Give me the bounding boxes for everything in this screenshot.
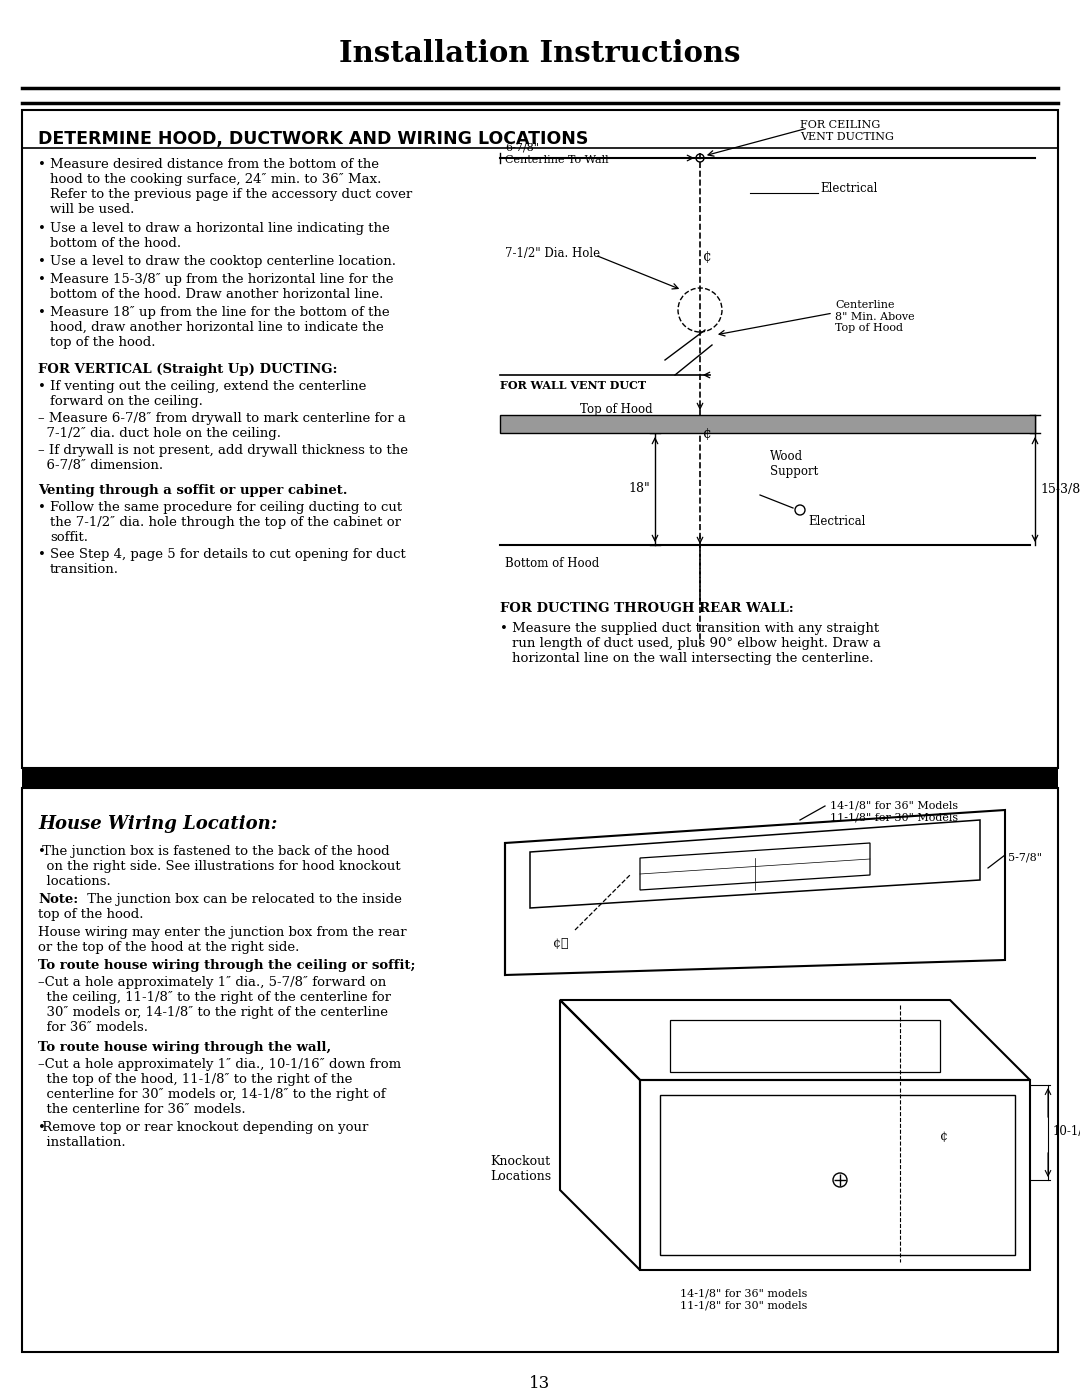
Text: Bottom of Hood: Bottom of Hood: [505, 557, 599, 570]
Text: •: •: [38, 1120, 45, 1134]
Text: The junction box can be relocated to the inside: The junction box can be relocated to the…: [83, 893, 402, 907]
Text: will be used.: will be used.: [50, 203, 134, 217]
Text: hood to the cooking surface, 24″ min. to 36″ Max.: hood to the cooking surface, 24″ min. to…: [50, 173, 381, 186]
Bar: [22, 110, 1058, 768]
Text: 10-1/16": 10-1/16": [1053, 1126, 1080, 1139]
Text: –Cut a hole approximately 1″ dia., 10-1/16″ down from: –Cut a hole approximately 1″ dia., 10-1/…: [38, 1058, 401, 1071]
Text: FOR CEILING
VENT DUCTING: FOR CEILING VENT DUCTING: [800, 120, 894, 141]
Text: Centerline To Wall: Centerline To Wall: [505, 155, 609, 165]
Text: Electrical: Electrical: [820, 182, 877, 196]
Text: •: •: [38, 222, 45, 235]
Text: Venting through a soffit or upper cabinet.: Venting through a soffit or upper cabine…: [38, 483, 348, 497]
Text: Installation Instructions: Installation Instructions: [339, 39, 741, 67]
Text: 30″ models or, 14-1/8″ to the right of the centerline: 30″ models or, 14-1/8″ to the right of t…: [38, 1006, 388, 1018]
Text: 6-7/8″ dimension.: 6-7/8″ dimension.: [38, 460, 163, 472]
Text: Use a level to draw a horizontal line indicating the: Use a level to draw a horizontal line in…: [50, 222, 390, 235]
Text: If venting out the ceiling, extend the centerline: If venting out the ceiling, extend the c…: [50, 380, 366, 393]
Text: 18": 18": [629, 482, 650, 496]
Text: Note:: Note:: [38, 893, 78, 907]
Text: –Cut a hole approximately 1″ dia., 5-7/8″ forward on: –Cut a hole approximately 1″ dia., 5-7/8…: [38, 977, 387, 989]
Text: for 36″ models.: for 36″ models.: [38, 1021, 148, 1034]
Text: • Measure the supplied duct transition with any straight: • Measure the supplied duct transition w…: [500, 622, 879, 636]
Bar: [500, 415, 1035, 433]
Text: •: •: [38, 502, 45, 514]
Text: installation.: installation.: [38, 1136, 125, 1148]
Text: 14-1/8" for 36" models: 14-1/8" for 36" models: [680, 1288, 808, 1298]
Text: Use a level to draw the cooktop centerline location.: Use a level to draw the cooktop centerli…: [50, 256, 396, 268]
Text: ¢: ¢: [940, 1130, 948, 1143]
Text: FOR DUCTING THROUGH REAR WALL:: FOR DUCTING THROUGH REAR WALL:: [500, 602, 794, 615]
Text: Measure 18″ up from the line for the bottom of the: Measure 18″ up from the line for the bot…: [50, 306, 390, 319]
Text: Knockout
Locations: Knockout Locations: [490, 1155, 551, 1183]
Text: Wood
Support: Wood Support: [770, 450, 819, 478]
Text: the ceiling, 11-1/8″ to the right of the centerline for: the ceiling, 11-1/8″ to the right of the…: [38, 990, 391, 1004]
Text: FOR WALL VENT DUCT: FOR WALL VENT DUCT: [500, 380, 646, 391]
Text: bottom of the hood.: bottom of the hood.: [50, 237, 181, 250]
Text: on the right side. See illustrations for hood knockout: on the right side. See illustrations for…: [38, 861, 401, 873]
Text: DETERMINE HOOD, DUCTWORK AND WIRING LOCATIONS: DETERMINE HOOD, DUCTWORK AND WIRING LOCA…: [38, 130, 589, 148]
Text: 11-1/8" for 30" Models: 11-1/8" for 30" Models: [831, 812, 958, 821]
Text: FOR VERTICAL (Straight Up) DUCTING:: FOR VERTICAL (Straight Up) DUCTING:: [38, 363, 337, 376]
Text: the top of the hood, 11-1/8″ to the right of the: the top of the hood, 11-1/8″ to the righ…: [38, 1073, 352, 1085]
Text: forward on the ceiling.: forward on the ceiling.: [50, 395, 203, 408]
Text: the centerline for 36″ models.: the centerline for 36″ models.: [38, 1104, 245, 1116]
Text: Measure 15-3/8″ up from the horizontal line for the: Measure 15-3/8″ up from the horizontal l…: [50, 272, 393, 286]
Text: 6-7/8": 6-7/8": [505, 142, 539, 154]
Text: 13: 13: [529, 1375, 551, 1391]
Text: Measure desired distance from the bottom of the: Measure desired distance from the bottom…: [50, 158, 379, 170]
Text: top of the hood.: top of the hood.: [50, 337, 156, 349]
Text: – If drywall is not present, add drywall thickness to the: – If drywall is not present, add drywall…: [38, 444, 408, 457]
Text: Centerline
8" Min. Above
Top of Hood: Centerline 8" Min. Above Top of Hood: [835, 300, 915, 334]
Text: Follow the same procedure for ceiling ducting to cut: Follow the same procedure for ceiling du…: [50, 502, 402, 514]
Text: Refer to the previous page if the accessory duct cover: Refer to the previous page if the access…: [50, 189, 413, 201]
Text: Top of Hood: Top of Hood: [580, 402, 652, 416]
Text: To route house wiring through the ceiling or soffit;: To route house wiring through the ceilin…: [38, 958, 416, 972]
Bar: [22, 768, 1058, 788]
Text: ¢: ¢: [703, 427, 712, 441]
Text: Remove top or rear knockout depending on your: Remove top or rear knockout depending on…: [38, 1120, 368, 1134]
Text: 5-7/8": 5-7/8": [1008, 852, 1042, 862]
Text: See Step 4, page 5 for details to cut opening for duct: See Step 4, page 5 for details to cut op…: [50, 548, 406, 562]
Text: ¢ℓ: ¢ℓ: [553, 937, 568, 950]
Text: •: •: [38, 306, 45, 319]
Text: top of the hood.: top of the hood.: [38, 908, 144, 921]
Text: ¢: ¢: [703, 250, 712, 264]
Text: – Measure 6-7/8″ from drywall to mark centerline for a: – Measure 6-7/8″ from drywall to mark ce…: [38, 412, 406, 425]
Text: •: •: [38, 548, 45, 562]
Text: transition.: transition.: [50, 563, 119, 576]
Text: •: •: [38, 256, 45, 268]
Text: To route house wiring through the wall,: To route house wiring through the wall,: [38, 1041, 332, 1053]
Bar: [22, 788, 1058, 1352]
Text: •: •: [38, 272, 45, 286]
Text: locations.: locations.: [38, 875, 111, 888]
Text: •: •: [38, 158, 45, 170]
Text: 15-3/8": 15-3/8": [1040, 482, 1080, 496]
Text: centerline for 30″ models or, 14-1/8″ to the right of: centerline for 30″ models or, 14-1/8″ to…: [38, 1088, 386, 1101]
Text: bottom of the hood. Draw another horizontal line.: bottom of the hood. Draw another horizon…: [50, 288, 383, 300]
Text: 7-1/2" Dia. Hole: 7-1/2" Dia. Hole: [505, 247, 600, 260]
Text: the 7-1/2″ dia. hole through the top of the cabinet or: the 7-1/2″ dia. hole through the top of …: [50, 515, 401, 529]
Text: 11-1/8" for 30" models: 11-1/8" for 30" models: [680, 1301, 808, 1310]
Text: The junction box is fastened to the back of the hood: The junction box is fastened to the back…: [38, 845, 390, 858]
Text: House wiring may enter the junction box from the rear: House wiring may enter the junction box …: [38, 926, 407, 939]
Text: horizontal line on the wall intersecting the centerline.: horizontal line on the wall intersecting…: [512, 652, 874, 665]
Text: Electrical: Electrical: [808, 515, 865, 528]
Text: 14-1/8" for 36" Models: 14-1/8" for 36" Models: [831, 800, 958, 810]
Text: hood, draw another horizontal line to indicate the: hood, draw another horizontal line to in…: [50, 321, 383, 334]
Text: •: •: [38, 380, 45, 393]
Text: House Wiring Location:: House Wiring Location:: [38, 814, 278, 833]
Text: run length of duct used, plus 90° elbow height. Draw a: run length of duct used, plus 90° elbow …: [512, 637, 881, 650]
Text: soffit.: soffit.: [50, 531, 87, 543]
Text: or the top of the hood at the right side.: or the top of the hood at the right side…: [38, 942, 299, 954]
Text: •: •: [38, 845, 45, 858]
Text: 7-1/2″ dia. duct hole on the ceiling.: 7-1/2″ dia. duct hole on the ceiling.: [38, 427, 281, 440]
